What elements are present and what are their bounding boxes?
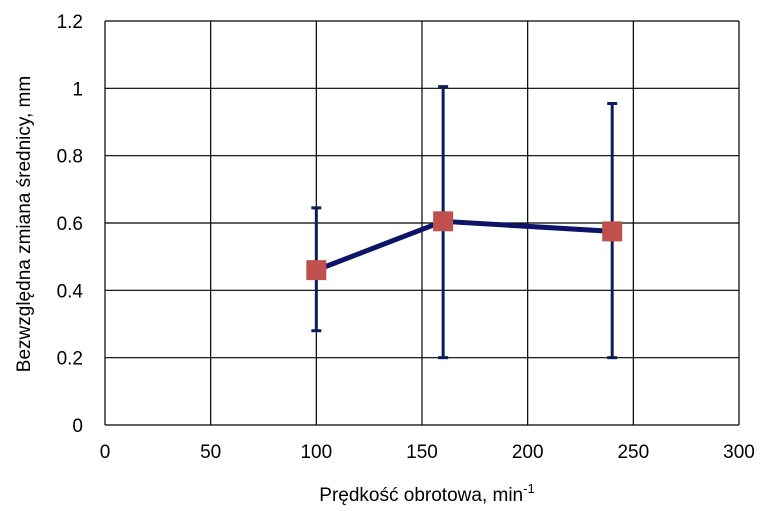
y-tick-labels: 0 0.2 0.4 0.6 0.8 1 1.2 bbox=[57, 12, 84, 437]
y-tick-label-5: 1 bbox=[72, 79, 83, 100]
x-tick-label-1: 50 bbox=[200, 442, 221, 463]
x-axis-title-text: Prędkość obrotowa, min bbox=[319, 485, 523, 506]
grid bbox=[104, 20, 740, 426]
data-point-1 bbox=[433, 211, 454, 232]
x-tick-labels: 0 50 100 150 200 250 300 bbox=[100, 442, 755, 463]
series-lines bbox=[315, 218, 613, 273]
y-tick-label-1: 0.2 bbox=[57, 349, 83, 370]
y-tick-label-0: 0 bbox=[72, 416, 83, 437]
y-axis-title: Bezwzględna zmiana średnicy, mm bbox=[14, 76, 35, 372]
x-tick-label-3: 150 bbox=[406, 442, 438, 463]
data-point-0 bbox=[306, 260, 327, 281]
x-tick-label-6: 300 bbox=[723, 442, 755, 463]
data-markers bbox=[306, 211, 623, 281]
x-axis-title: Prędkość obrotowa, min-1 bbox=[319, 481, 534, 506]
x-tick-label-2: 100 bbox=[300, 442, 332, 463]
data-point-2 bbox=[602, 221, 623, 242]
x-tick-label-5: 250 bbox=[617, 442, 649, 463]
x-tick-label-4: 200 bbox=[512, 442, 544, 463]
y-tick-label-2: 0.4 bbox=[57, 281, 84, 302]
x-axis-title-superscript: -1 bbox=[523, 481, 535, 496]
y-tick-label-3: 0.6 bbox=[57, 214, 83, 235]
series-line-0 bbox=[315, 218, 613, 273]
y-tick-label-4: 0.8 bbox=[57, 147, 83, 168]
x-tick-label-0: 0 bbox=[100, 442, 111, 463]
y-tick-label-6: 1.2 bbox=[57, 12, 83, 33]
